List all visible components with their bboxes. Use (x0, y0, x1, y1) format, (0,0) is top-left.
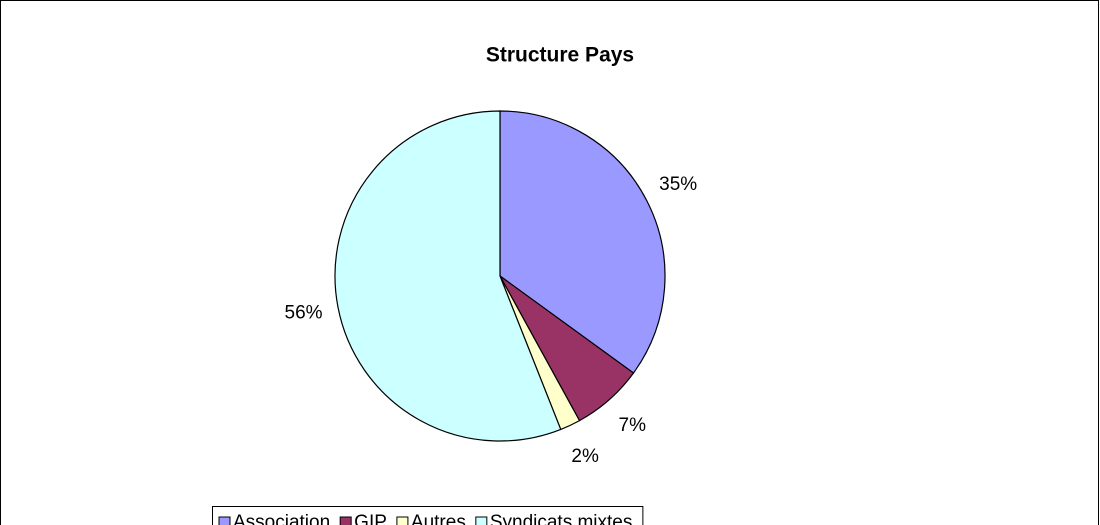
legend-swatch (218, 516, 231, 525)
chart-title: Structure Pays (486, 44, 634, 67)
legend-box (212, 506, 644, 525)
legend-label: GIP (354, 512, 387, 525)
legend-label: Autres (411, 512, 466, 525)
legend-swatch (396, 516, 409, 525)
legend-label: Syndicats mixtes (490, 512, 633, 525)
data-label: 7% (619, 415, 647, 436)
legend-swatch (339, 516, 352, 525)
data-label: 2% (571, 446, 599, 467)
data-label: 56% (285, 302, 323, 323)
pie-slice (334, 110, 562, 442)
pie-slice (499, 110, 666, 374)
data-label: 35% (659, 174, 697, 195)
legend-swatch (475, 516, 488, 525)
legend-label: Association (233, 512, 330, 525)
